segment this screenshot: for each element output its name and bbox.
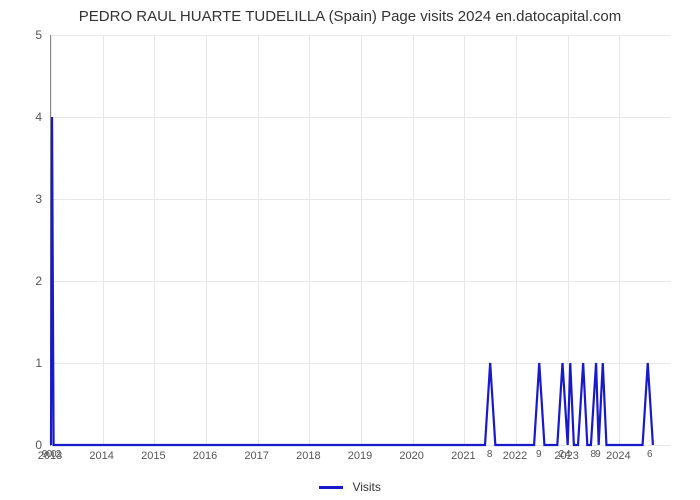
x-tick-label: 2015	[141, 450, 165, 462]
x-tick-label: 2022	[503, 450, 527, 462]
x-tick-secondary-label: 2 4	[559, 449, 570, 460]
y-tick-label: 4	[22, 110, 42, 124]
x-tick-label: 2024	[606, 450, 630, 462]
legend-swatch	[319, 486, 343, 489]
x-tick-label: 2016	[193, 450, 217, 462]
y-tick-label: 2	[22, 274, 42, 288]
x-tick-label: 2020	[399, 450, 423, 462]
x-tick-secondary-label: 89	[591, 449, 600, 460]
x-tick-secondary-label: 9	[536, 449, 541, 460]
chart-container: PEDRO RAUL HUARTE TUDELILLA (Spain) Page…	[0, 0, 700, 500]
x-tick-secondary-label: 8	[487, 449, 492, 460]
y-tick-label: 1	[22, 356, 42, 370]
legend-label: Visits	[352, 480, 380, 494]
plot-area	[50, 35, 671, 446]
x-tick-label: 2019	[348, 450, 372, 462]
legend: Visits	[0, 480, 700, 494]
chart-title: PEDRO RAUL HUARTE TUDELILLA (Spain) Page…	[0, 0, 700, 25]
y-tick-label: 5	[22, 28, 42, 42]
x-tick-secondary-label: 9002	[42, 449, 60, 460]
x-tick-label: 2014	[89, 450, 113, 462]
x-tick-label: 2017	[244, 450, 268, 462]
y-tick-label: 3	[22, 192, 42, 206]
chart-area: 012345 201320142015201620172018201920202…	[50, 35, 670, 445]
x-tick-label: 2018	[296, 450, 320, 462]
x-tick-label: 2021	[451, 450, 475, 462]
line-series	[51, 35, 671, 445]
x-tick-secondary-label: 6	[647, 449, 652, 460]
